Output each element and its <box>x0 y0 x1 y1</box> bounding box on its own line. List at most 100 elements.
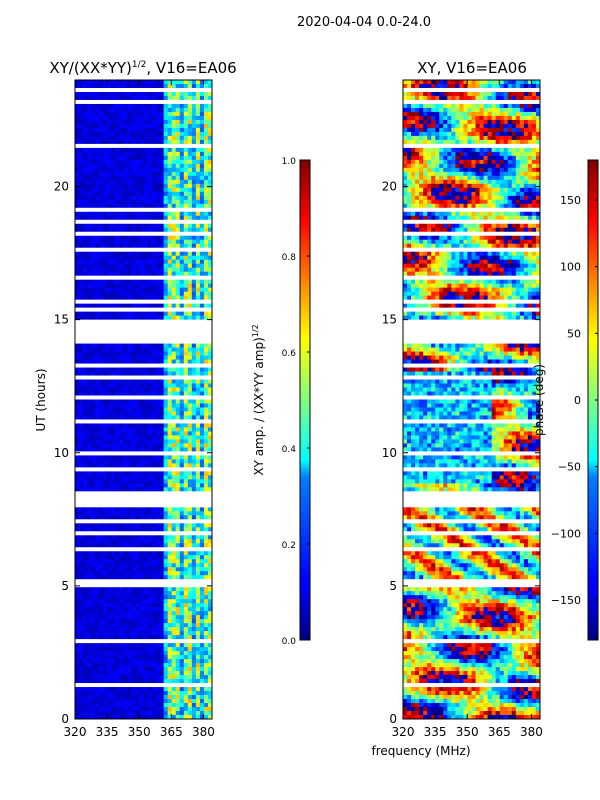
heatmap-cell <box>192 400 196 404</box>
heatmap-cell <box>192 423 196 427</box>
heatmap-cell <box>200 487 204 491</box>
heatmap-cell <box>87 200 91 204</box>
heatmap-cell <box>200 268 204 272</box>
heatmap-cell <box>152 268 156 272</box>
heatmap-cell <box>103 280 107 284</box>
heatmap-cell <box>123 491 127 495</box>
heatmap-cell <box>103 140 107 144</box>
heatmap-cell <box>107 236 111 240</box>
heatmap-cell <box>111 360 115 364</box>
heatmap-cell <box>95 220 99 224</box>
heatmap-cell <box>192 623 196 627</box>
heatmap-cell <box>107 164 111 168</box>
heatmap-cell <box>99 631 103 635</box>
heatmap-cell <box>99 495 103 499</box>
heatmap-cell <box>188 344 192 348</box>
heatmap-cell <box>152 284 156 288</box>
heatmap-cell <box>127 104 131 108</box>
heatmap-cell <box>123 499 127 503</box>
heatmap-cell <box>204 292 208 296</box>
heatmap-cell <box>176 587 180 591</box>
heatmap-cell <box>115 539 119 543</box>
heatmap-cell <box>91 212 95 216</box>
heatmap-cell <box>115 579 119 583</box>
heatmap-cell <box>103 631 107 635</box>
heatmap-cell <box>103 392 107 396</box>
heatmap-cell <box>180 188 184 192</box>
heatmap-cell <box>168 515 172 519</box>
heatmap-cell <box>152 220 156 224</box>
heatmap-cell <box>111 527 115 531</box>
heatmap-cell <box>131 148 135 152</box>
heatmap-cell <box>115 340 119 344</box>
heatmap-cell <box>176 304 180 308</box>
heatmap-cell <box>172 535 176 539</box>
heatmap-cell <box>95 168 99 172</box>
heatmap-cell <box>204 164 208 168</box>
heatmap-cell <box>139 563 143 567</box>
heatmap-cell <box>172 655 176 659</box>
heatmap-cell <box>119 312 123 316</box>
heatmap-cell <box>156 248 160 252</box>
heatmap-cell <box>123 431 127 435</box>
heatmap-cell <box>188 396 192 400</box>
heatmap-cell <box>196 268 200 272</box>
heatmap-cell <box>160 396 164 400</box>
heatmap-cell <box>196 368 200 372</box>
heatmap-cell <box>196 575 200 579</box>
heatmap-cell <box>99 352 103 356</box>
heatmap-cell <box>160 376 164 380</box>
heatmap-cell <box>99 400 103 404</box>
heatmap-cell <box>148 168 152 172</box>
heatmap-cell <box>115 583 119 587</box>
heatmap-cell <box>180 284 184 288</box>
heatmap-cell <box>123 651 127 655</box>
heatmap-cell <box>99 503 103 507</box>
heatmap-cell <box>188 104 192 108</box>
heatmap-cell <box>188 324 192 328</box>
heatmap-cell <box>83 328 87 332</box>
heatmap-cell <box>144 96 148 100</box>
heatmap-cell <box>144 587 148 591</box>
heatmap-cell <box>91 288 95 292</box>
heatmap-cell <box>123 244 127 248</box>
heatmap-cell <box>79 372 83 376</box>
heatmap-cell <box>200 212 204 216</box>
heatmap-cell <box>172 619 176 623</box>
heatmap-cell <box>135 156 139 160</box>
heatmap-cell <box>115 587 119 591</box>
heatmap-cell <box>83 200 87 204</box>
heatmap-cell <box>148 104 152 108</box>
heatmap-cell <box>119 104 123 108</box>
heatmap-cell <box>107 407 111 411</box>
heatmap-cell <box>196 352 200 356</box>
heatmap-cell <box>99 84 103 88</box>
heatmap-cell <box>152 499 156 503</box>
heatmap-cell <box>176 108 180 112</box>
heatmap-cell <box>152 240 156 244</box>
heatmap-cell <box>148 296 152 300</box>
heatmap-cell <box>156 400 160 404</box>
heatmap-cell <box>111 160 115 164</box>
heatmap-cell <box>180 511 184 515</box>
heatmap-cell <box>188 128 192 132</box>
heatmap-cell <box>160 431 164 435</box>
heatmap-cell <box>103 116 107 120</box>
heatmap-cell <box>176 88 180 92</box>
heatmap-cell <box>148 491 152 495</box>
heatmap-cell <box>103 435 107 439</box>
heatmap-cell <box>99 228 103 232</box>
heatmap-cell <box>176 160 180 164</box>
heatmap-cell <box>111 184 115 188</box>
heatmap-cell <box>119 164 123 168</box>
heatmap-cell <box>111 324 115 328</box>
heatmap-cell <box>139 180 143 184</box>
heatmap-cell <box>99 300 103 304</box>
heatmap-cell <box>196 168 200 172</box>
heatmap-cell <box>160 555 164 559</box>
heatmap-cell <box>188 380 192 384</box>
heatmap-cell <box>99 140 103 144</box>
heatmap-cell <box>131 120 135 124</box>
heatmap-cell <box>103 340 107 344</box>
heatmap-cell <box>180 244 184 248</box>
